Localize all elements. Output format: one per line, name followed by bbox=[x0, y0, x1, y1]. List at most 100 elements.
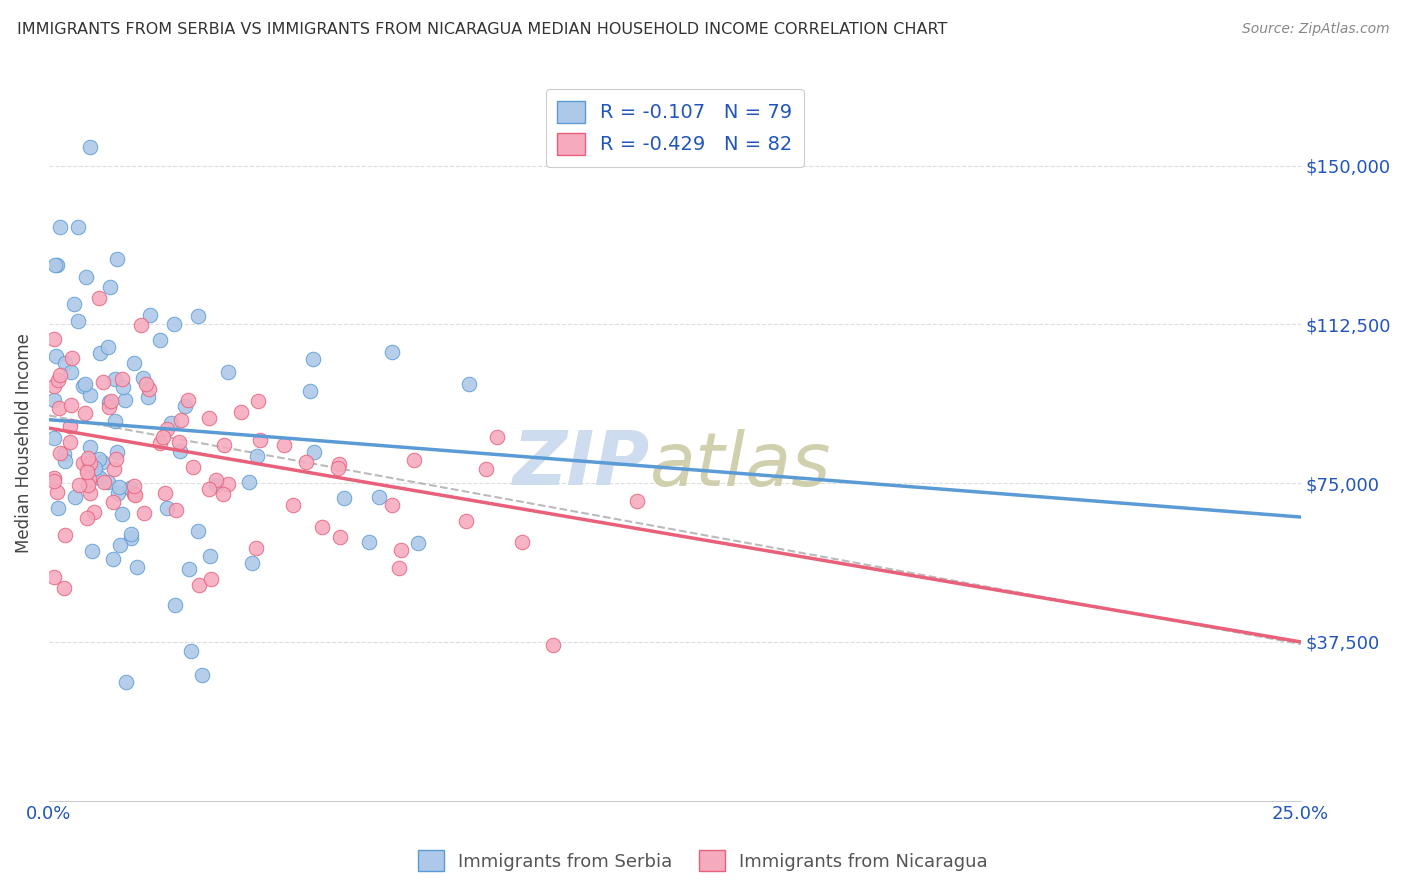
Point bbox=[169, 413, 191, 427]
Point bbox=[46, 485, 69, 500]
Point bbox=[42, 471, 65, 485]
Point bbox=[200, 549, 222, 563]
Point bbox=[48, 373, 70, 387]
Point bbox=[281, 498, 304, 512]
Point bbox=[77, 478, 100, 492]
Point bbox=[302, 445, 325, 459]
Point bbox=[79, 456, 101, 470]
Point bbox=[155, 485, 177, 500]
Point bbox=[91, 375, 114, 389]
Point bbox=[135, 377, 157, 392]
Point bbox=[247, 394, 270, 409]
Point bbox=[67, 314, 90, 328]
Point bbox=[89, 452, 111, 467]
Point bbox=[110, 538, 132, 552]
Point bbox=[177, 562, 200, 576]
Point bbox=[101, 495, 124, 509]
Point bbox=[46, 258, 69, 272]
Y-axis label: Median Household Income: Median Household Income bbox=[15, 334, 32, 553]
Point bbox=[86, 469, 108, 483]
Point bbox=[42, 431, 65, 445]
Point bbox=[169, 444, 191, 458]
Point bbox=[156, 421, 179, 435]
Point bbox=[357, 535, 380, 549]
Point bbox=[388, 561, 411, 575]
Point bbox=[458, 376, 481, 391]
Text: atlas: atlas bbox=[650, 429, 831, 501]
Point bbox=[93, 475, 115, 489]
Point bbox=[187, 309, 209, 323]
Text: ZIP: ZIP bbox=[513, 428, 650, 501]
Point bbox=[626, 494, 648, 508]
Point bbox=[149, 436, 172, 450]
Point bbox=[42, 474, 65, 488]
Point bbox=[149, 334, 172, 348]
Point bbox=[122, 479, 145, 493]
Point bbox=[368, 490, 391, 504]
Point bbox=[49, 446, 72, 460]
Point bbox=[98, 395, 121, 409]
Point bbox=[84, 460, 107, 475]
Point bbox=[42, 378, 65, 392]
Point bbox=[187, 524, 209, 538]
Legend: R = -0.107   N = 79, R = -0.429   N = 82: R = -0.107 N = 79, R = -0.429 N = 82 bbox=[546, 89, 804, 167]
Point bbox=[200, 572, 222, 586]
Point bbox=[311, 520, 333, 534]
Point bbox=[79, 388, 101, 402]
Point bbox=[60, 351, 83, 366]
Point bbox=[46, 500, 69, 515]
Point bbox=[541, 638, 564, 652]
Point bbox=[163, 317, 186, 331]
Point bbox=[111, 508, 134, 522]
Point bbox=[240, 556, 263, 570]
Point bbox=[107, 486, 129, 500]
Point bbox=[177, 393, 200, 408]
Point bbox=[76, 462, 98, 476]
Point bbox=[72, 379, 94, 393]
Point bbox=[89, 346, 111, 360]
Point bbox=[474, 462, 496, 476]
Point bbox=[75, 269, 97, 284]
Legend: Immigrants from Serbia, Immigrants from Nicaragua: Immigrants from Serbia, Immigrants from … bbox=[411, 843, 995, 879]
Point bbox=[104, 372, 127, 386]
Point bbox=[120, 527, 142, 541]
Point bbox=[76, 511, 98, 525]
Point bbox=[112, 380, 135, 394]
Point bbox=[217, 365, 239, 379]
Point bbox=[456, 514, 478, 528]
Point bbox=[108, 480, 131, 494]
Point bbox=[294, 455, 316, 469]
Point bbox=[42, 392, 65, 407]
Point bbox=[82, 544, 104, 558]
Point bbox=[245, 541, 267, 555]
Point bbox=[485, 430, 508, 444]
Point bbox=[66, 220, 89, 235]
Point bbox=[136, 390, 159, 404]
Point bbox=[63, 297, 86, 311]
Point bbox=[249, 433, 271, 447]
Point bbox=[98, 279, 121, 293]
Point bbox=[333, 491, 356, 506]
Point bbox=[159, 416, 181, 430]
Point bbox=[187, 578, 209, 592]
Point bbox=[406, 536, 429, 550]
Point bbox=[204, 477, 226, 491]
Point bbox=[510, 534, 533, 549]
Point bbox=[48, 219, 70, 234]
Point bbox=[212, 438, 235, 452]
Point bbox=[120, 481, 142, 495]
Point bbox=[53, 447, 76, 461]
Point bbox=[381, 498, 404, 512]
Point bbox=[273, 437, 295, 451]
Point bbox=[79, 440, 101, 454]
Point bbox=[197, 482, 219, 496]
Point bbox=[129, 318, 152, 333]
Point bbox=[125, 560, 148, 574]
Point bbox=[53, 454, 76, 468]
Point bbox=[174, 399, 197, 413]
Point bbox=[204, 473, 226, 487]
Point bbox=[246, 449, 269, 463]
Point bbox=[87, 291, 110, 305]
Point bbox=[180, 644, 202, 658]
Point bbox=[67, 478, 90, 492]
